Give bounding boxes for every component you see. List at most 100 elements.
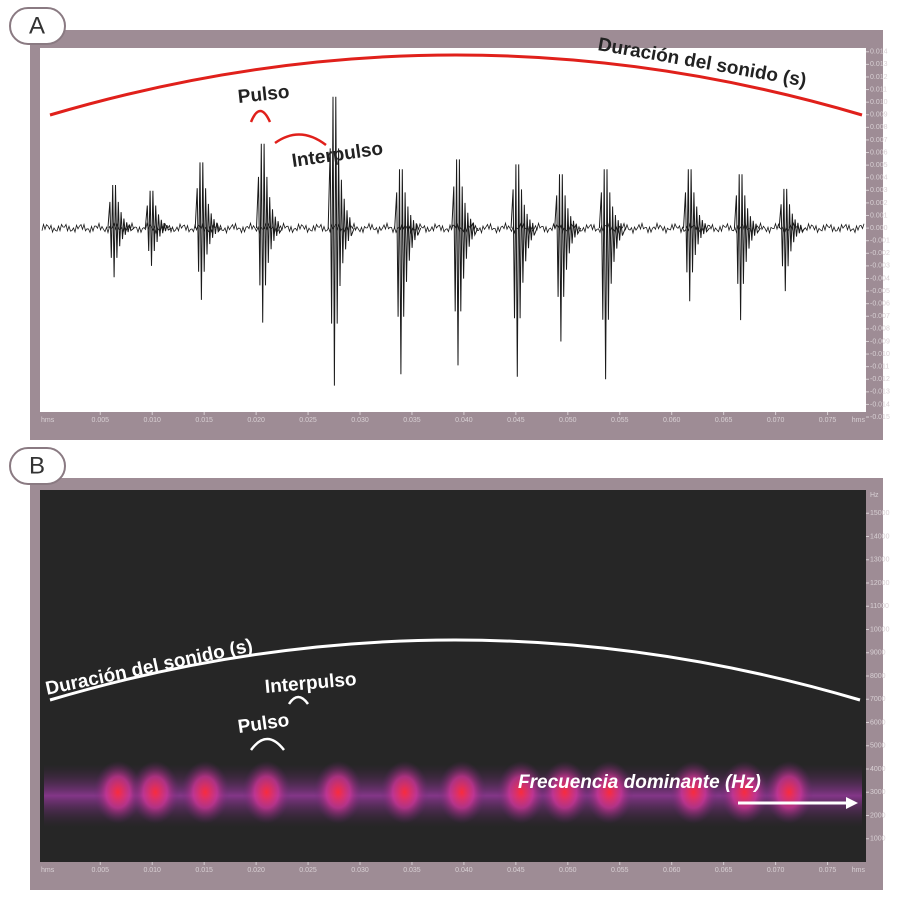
y-tick-label: 1000 [870, 836, 886, 843]
x-tick-label: 0.030 [351, 417, 369, 424]
arrow-head [846, 797, 858, 809]
panel-label: B [29, 452, 45, 479]
x-tick-label: 0.015 [195, 417, 213, 424]
y-tick-label: 0.003 [870, 187, 888, 194]
x-tick-label: 0.065 [715, 867, 733, 874]
pulse [256, 143, 283, 323]
y-tick-label: 14000 [870, 533, 890, 540]
y-tick-label: -0.010 [870, 351, 890, 358]
x-tick-label: 0.040 [455, 867, 473, 874]
y-tick-label: 11000 [870, 603, 889, 610]
y-tick-label: 0.002 [870, 200, 888, 207]
energy-blob [669, 760, 718, 824]
x-tick-label: 0.025 [299, 867, 317, 874]
y-tick-label: 0.000 [870, 225, 888, 232]
x-tick-label: 0.075 [819, 867, 837, 874]
y-tick-label: 0.014 [870, 49, 888, 56]
y-tick-label: -0.015 [870, 414, 890, 421]
pulse-arc [249, 109, 272, 123]
y-tick-label: -0.007 [870, 313, 890, 320]
energy-blob [720, 760, 769, 824]
x-tick-label: 0.015 [195, 867, 213, 874]
pulse [194, 162, 222, 300]
x-tick-label: 0.050 [559, 417, 577, 424]
y-tick-label: 7000 [870, 696, 886, 703]
x-tick-label: 0.050 [559, 867, 577, 874]
energy-blob [93, 760, 142, 824]
x-tick-label: 0.060 [663, 867, 681, 874]
x-tick-label: 0.035 [403, 867, 421, 874]
y-tick-label: 0.011 [870, 86, 887, 93]
pulse [107, 184, 135, 278]
y-tick-label: 3000 [870, 789, 886, 796]
y-unit: Hz [870, 492, 879, 499]
interpulse-arc [287, 695, 310, 705]
x-tick-label: 0.060 [663, 417, 681, 424]
y-tick-label: 0.010 [870, 99, 888, 106]
x-tick-label: 0.075 [819, 417, 837, 424]
y-tick-label: 0.013 [870, 61, 888, 68]
pulse-arc [249, 737, 285, 751]
y-tick-label: 0.009 [870, 112, 888, 119]
energy-blob [765, 760, 814, 824]
panel-badge [9, 7, 66, 45]
energy-blob [585, 760, 634, 824]
y-tick-label: -0.008 [870, 326, 890, 333]
noise-trace [41, 221, 865, 235]
x-tick-label: 0.010 [143, 867, 161, 874]
energy-blob [497, 760, 546, 824]
y-tick-label: 0.007 [870, 137, 888, 144]
y-tick-label: 8000 [870, 673, 886, 680]
duration-arc [49, 53, 863, 117]
energy-blob [314, 760, 363, 824]
x-tick-label: 0.005 [91, 867, 109, 874]
x-tick-label: 0.020 [247, 867, 265, 874]
pulse [683, 169, 710, 302]
y-tick-label: -0.011 [870, 364, 889, 371]
y-tick-label: -0.005 [870, 288, 890, 295]
y-tick-label: 0.004 [870, 175, 888, 182]
pulse [554, 174, 582, 342]
pulse [510, 164, 538, 377]
annotation: Frecuencia dominante (Hz) [518, 772, 761, 793]
y-tick-label: 6000 [870, 719, 886, 726]
energy-blob [437, 760, 486, 824]
x-unit: hms [852, 417, 866, 424]
x-tick-label: 0.045 [507, 417, 525, 424]
y-tick-label: 13000 [870, 557, 890, 564]
x-tick-label: 0.035 [403, 417, 421, 424]
plot-area [40, 48, 866, 412]
interpulse-arc [274, 133, 327, 146]
pulse [144, 190, 172, 266]
y-tick-label: 0.006 [870, 149, 888, 156]
x-tick-label: 0.055 [611, 867, 629, 874]
y-tick-label: 0.001 [870, 212, 888, 219]
energy-blob [242, 760, 291, 824]
x-tick-label: 0.020 [247, 417, 265, 424]
y-tick-label: -0.001 [870, 238, 890, 245]
y-tick-label: 2000 [870, 812, 886, 819]
x-unit: hms [41, 867, 55, 874]
energy-blob [131, 760, 180, 824]
y-tick-label: -0.009 [870, 338, 890, 345]
y-tick-label: -0.013 [870, 389, 890, 396]
y-tick-label: 10000 [870, 626, 890, 633]
y-tick-label: 5000 [870, 743, 886, 750]
x-tick-label: 0.010 [143, 417, 161, 424]
x-tick-label: 0.030 [351, 867, 369, 874]
panel-badge [9, 447, 66, 485]
x-tick-label: 0.025 [299, 417, 317, 424]
x-tick-label: 0.055 [611, 417, 629, 424]
y-tick-label: 9000 [870, 650, 886, 657]
x-tick-label: 0.045 [507, 867, 525, 874]
energy-blob [380, 760, 429, 824]
y-tick-label: 0.005 [870, 162, 888, 169]
x-tick-label: 0.040 [455, 417, 473, 424]
y-tick-label: -0.003 [870, 263, 890, 270]
y-tick-label: -0.004 [870, 275, 890, 282]
y-tick-label: -0.012 [870, 376, 890, 383]
x-tick-label: 0.070 [767, 867, 785, 874]
x-unit: hms [41, 417, 55, 424]
